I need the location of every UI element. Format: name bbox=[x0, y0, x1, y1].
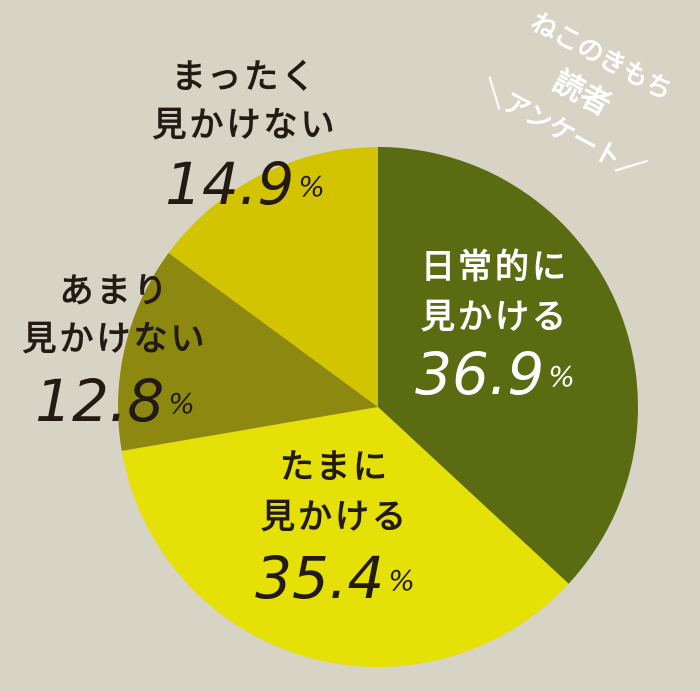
slice-label: まったく見かけない bbox=[153, 57, 338, 145]
label-line: たまに bbox=[280, 447, 390, 487]
slice-label: 日常的に見かける bbox=[421, 247, 569, 337]
pie-slice bbox=[121, 407, 569, 667]
label-line: 見かける bbox=[421, 297, 569, 337]
value-unit: % bbox=[168, 387, 195, 420]
value-label: 12.8% bbox=[35, 367, 195, 435]
label-line: 見かけない bbox=[23, 319, 208, 359]
label-line: 日常的に bbox=[421, 247, 569, 287]
value-number: 35.4 bbox=[255, 544, 384, 612]
value-unit: % bbox=[548, 360, 575, 393]
pie-slice bbox=[118, 252, 379, 451]
label-line: 見かけない bbox=[153, 105, 338, 145]
value-number: 12.8 bbox=[35, 367, 164, 435]
pie-slice bbox=[168, 147, 378, 407]
value-unit: % bbox=[388, 564, 415, 597]
label-line: まったく bbox=[172, 57, 319, 97]
slice-label: あまり見かけない bbox=[23, 271, 208, 359]
value-label: 14.9% bbox=[165, 150, 325, 218]
label-line: 見かける bbox=[261, 497, 409, 537]
value-unit: % bbox=[298, 170, 325, 203]
label-line: あまり bbox=[60, 271, 171, 311]
value-number: 14.9 bbox=[165, 150, 294, 218]
pie-slice bbox=[378, 147, 638, 584]
value-label: 36.9% bbox=[415, 340, 575, 408]
value-label: 35.4% bbox=[255, 544, 415, 612]
value-number: 36.9 bbox=[415, 340, 544, 408]
slice-label: たまに見かける bbox=[261, 447, 409, 537]
